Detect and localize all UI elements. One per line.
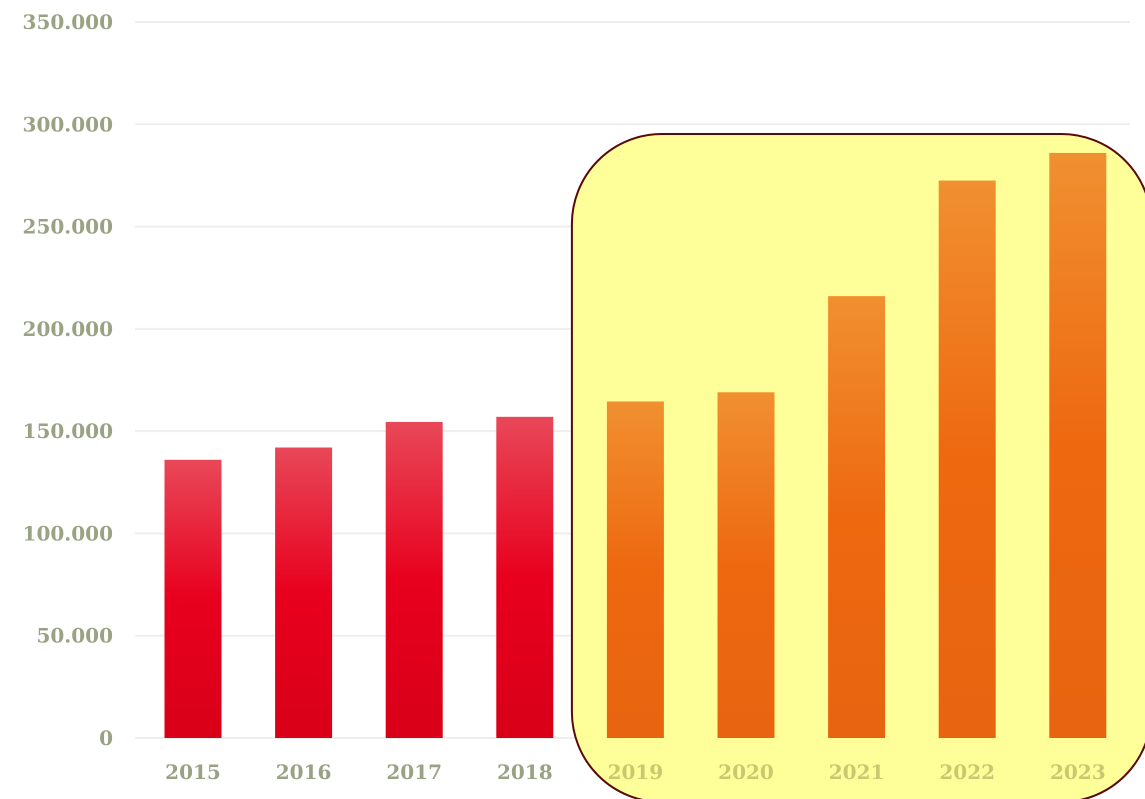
bar-2015 [164,459,222,738]
x-tick-label: 2022 [939,760,995,784]
y-tick-label: 50.000 [36,624,113,648]
x-tick-label: 2021 [829,760,885,784]
x-tick-label: 2023 [1050,760,1106,784]
x-tick-label: 2018 [497,760,553,784]
bars [164,152,1107,739]
bar-2017 [385,421,443,738]
y-tick-label: 200.000 [23,317,113,341]
x-axis-ticks: 2015 2016 2017 2018 2019 2020 2021 2022 2023 [165,760,1105,784]
bar-2016 [275,447,333,738]
y-tick-label: 100.000 [23,521,113,545]
y-tick-label: 0 [99,726,113,750]
y-tick-label: 250.000 [23,215,113,239]
x-tick-label: 2016 [276,760,332,784]
y-tick-label: 150.000 [23,419,113,443]
y-tick-label: 350.000 [23,10,113,34]
x-tick-label: 2015 [165,760,221,784]
x-tick-label: 2017 [386,760,442,784]
bar-2018 [496,416,554,738]
x-tick-label: 2019 [608,760,664,784]
bar-2022 [938,180,996,739]
y-tick-label: 300.000 [23,112,113,136]
y-axis-ticks: 0 50.000 100.000 150.000 200.000 250.000 300.0… [23,10,113,750]
bar-2019 [606,401,664,738]
x-tick-label: 2020 [718,760,774,784]
bar-2020 [717,392,775,738]
bar-2021 [828,296,886,738]
bar-2023 [1049,152,1107,738]
